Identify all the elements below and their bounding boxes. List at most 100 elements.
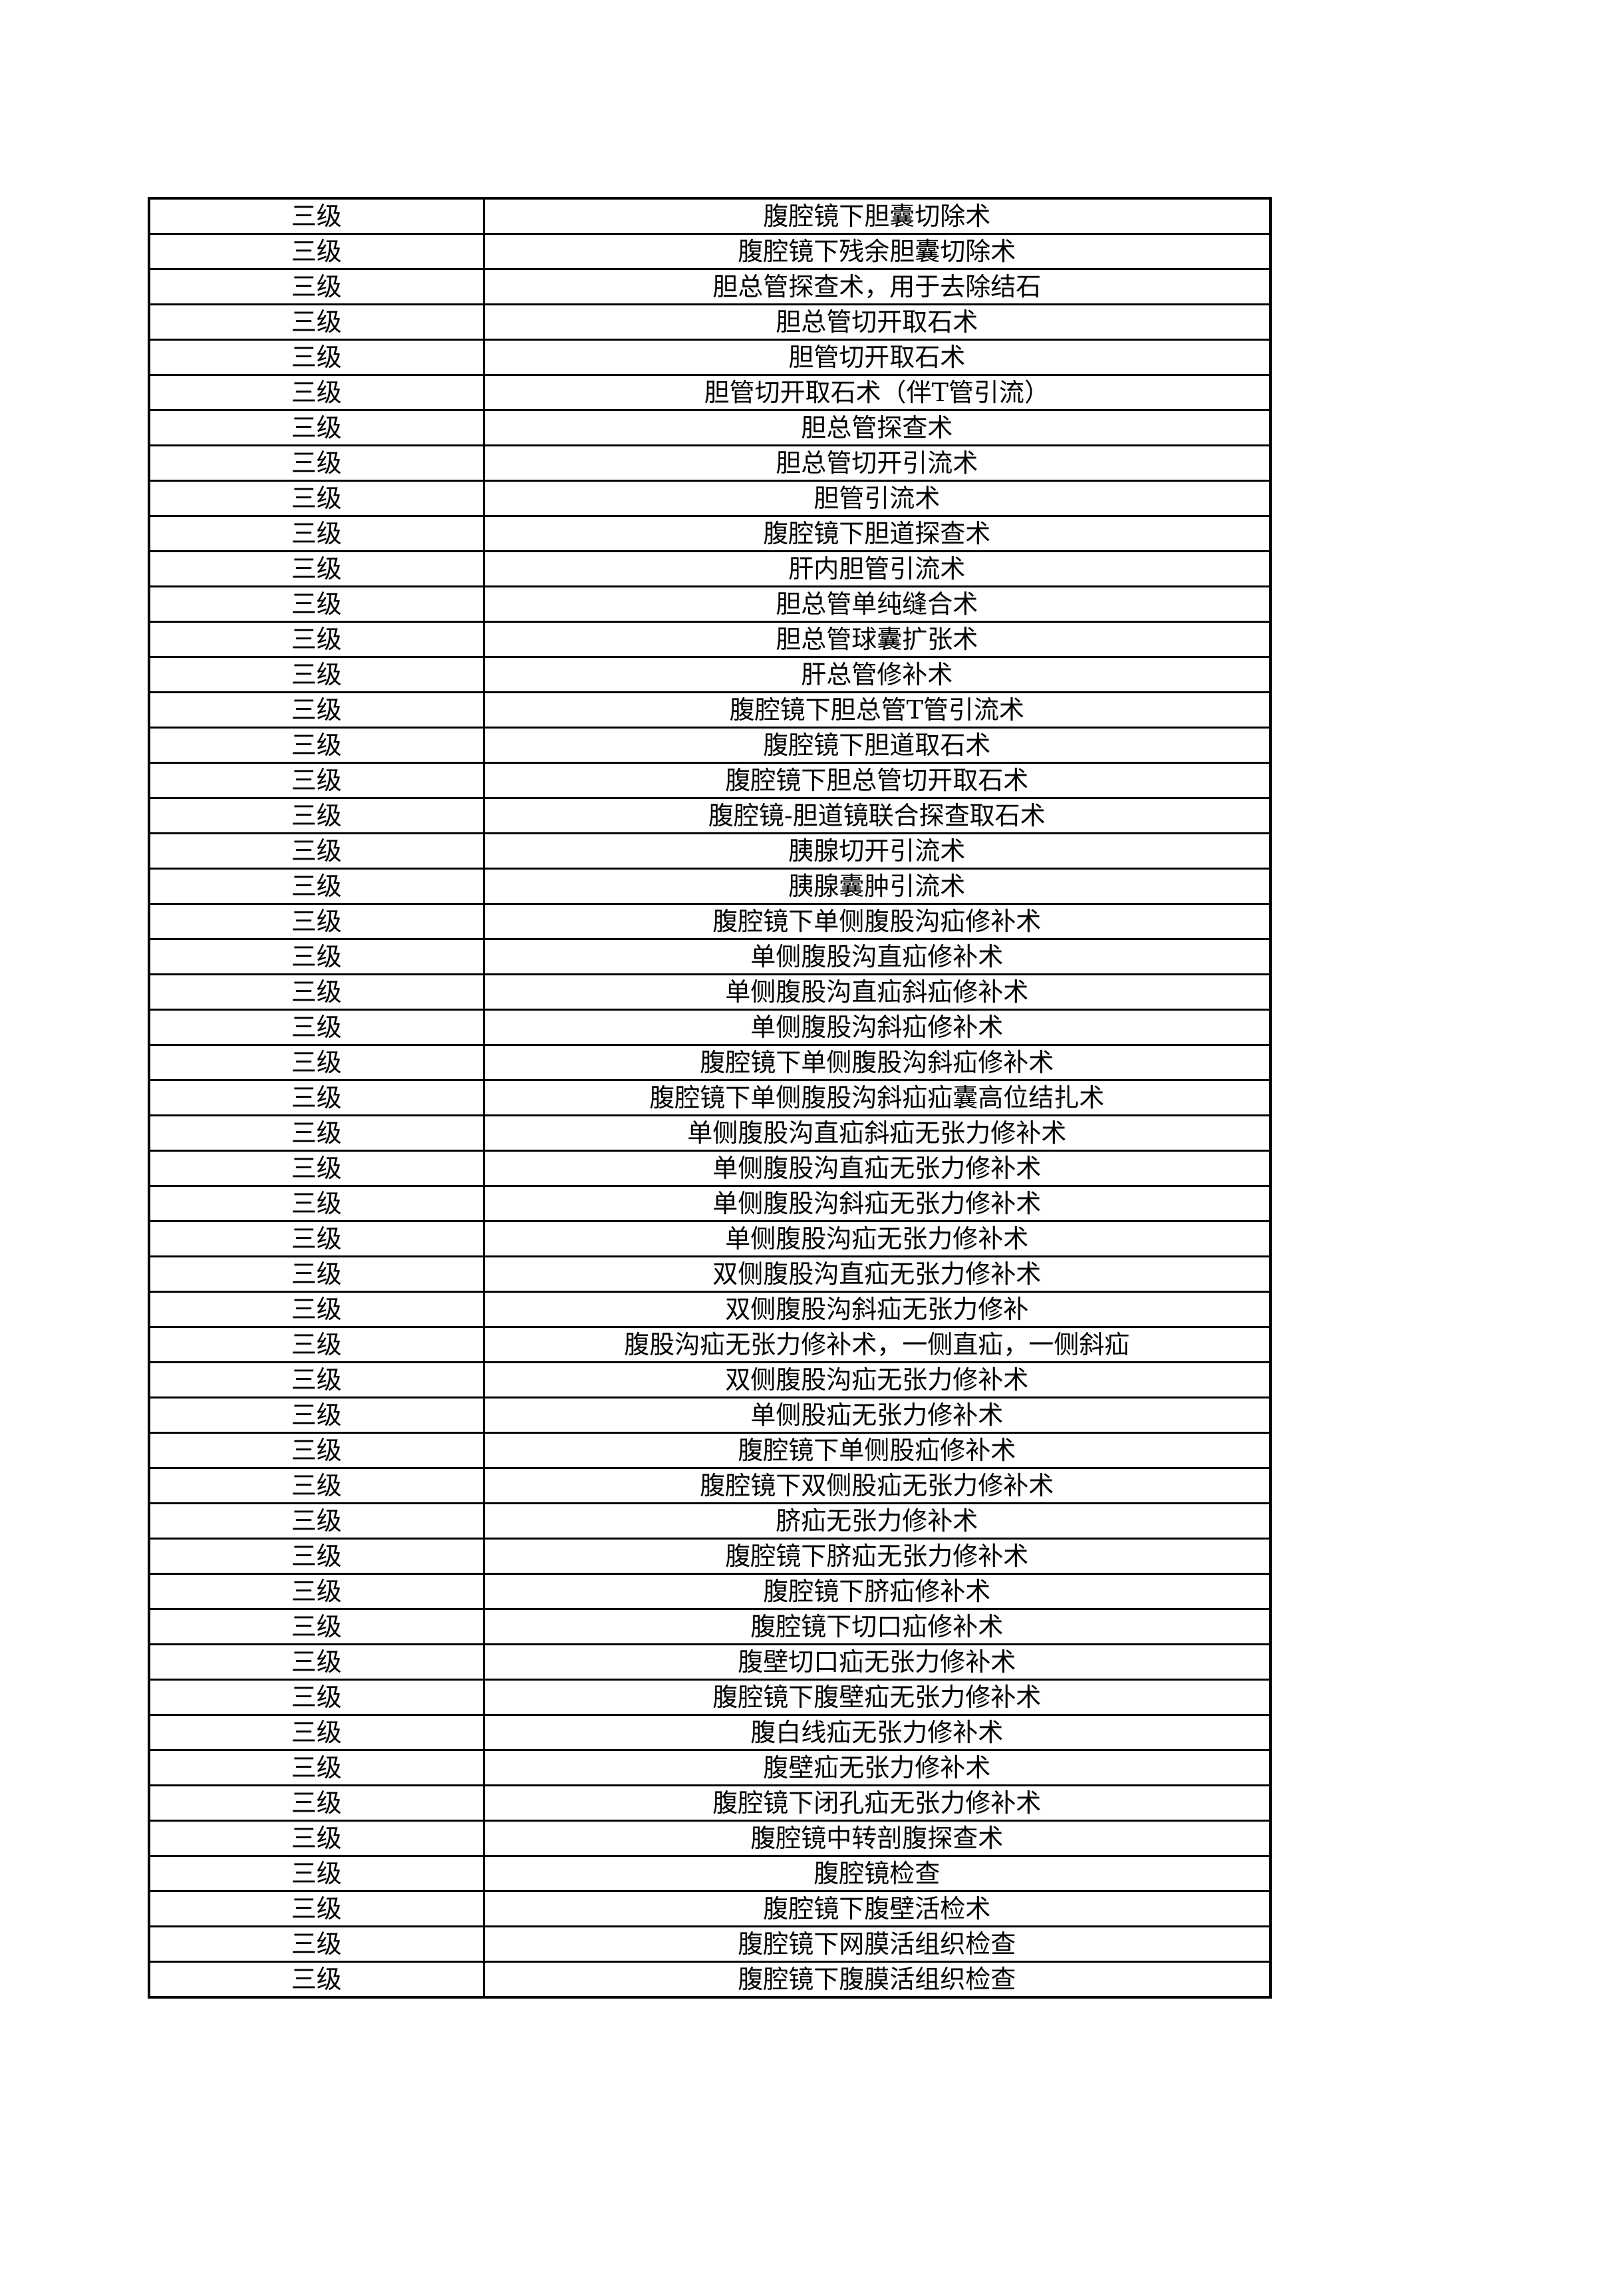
procedure-name-cell[interactable]: 腹腔镜下闭孔疝无张力修补术	[482, 1784, 1272, 1822]
procedure-name-cell[interactable]: 单侧腹股沟直疝修补术	[482, 938, 1272, 975]
procedure-name-cell[interactable]: 胆总管探查术，用于去除结石	[482, 268, 1272, 305]
level-cell[interactable]: 三级	[148, 1361, 485, 1398]
procedure-name-cell[interactable]: 腹腔镜下胆总管T管引流术	[482, 691, 1272, 729]
level-cell[interactable]: 三级	[148, 1925, 485, 1963]
procedure-name-cell[interactable]: 腹腔镜下腹壁疝无张力修补术	[482, 1679, 1272, 1716]
level-cell[interactable]: 三级	[148, 1150, 485, 1187]
level-cell[interactable]: 三级	[148, 1573, 485, 1610]
level-cell[interactable]: 三级	[148, 409, 485, 446]
procedure-name-cell[interactable]: 腹腔镜下单侧股疝修补术	[482, 1432, 1272, 1469]
level-cell[interactable]: 三级	[148, 1291, 485, 1328]
procedure-name-cell[interactable]: 双侧腹股沟直疝无张力修补术	[482, 1255, 1272, 1293]
procedure-name-cell[interactable]: 腹腔镜下切口疝修补术	[482, 1608, 1272, 1645]
level-cell[interactable]: 三级	[148, 585, 485, 623]
level-cell[interactable]: 三级	[148, 1749, 485, 1786]
level-cell[interactable]: 三级	[148, 1326, 485, 1363]
procedure-name-cell[interactable]: 腹腔镜检查	[482, 1855, 1272, 1892]
procedure-name-cell[interactable]: 单侧腹股沟直疝斜疝无张力修补术	[482, 1114, 1272, 1152]
level-cell[interactable]: 三级	[148, 374, 485, 411]
level-cell[interactable]: 三级	[148, 1185, 485, 1222]
procedure-name-cell[interactable]: 腹腔镜下胆道探查术	[482, 515, 1272, 552]
procedure-name-cell[interactable]: 腹腔镜下腹壁活检术	[482, 1890, 1272, 1927]
level-cell[interactable]: 三级	[148, 1714, 485, 1751]
level-cell[interactable]: 三级	[148, 656, 485, 693]
level-cell[interactable]: 三级	[148, 797, 485, 834]
procedure-name-cell[interactable]: 单侧腹股沟直疝斜疝修补术	[482, 973, 1272, 1011]
procedure-name-cell[interactable]: 腹腔镜-胆道镜联合探查取石术	[482, 797, 1272, 834]
procedure-name-cell[interactable]: 腹腔镜下脐疝修补术	[482, 1573, 1272, 1610]
level-cell[interactable]: 三级	[148, 832, 485, 870]
procedure-name-cell[interactable]: 单侧股疝无张力修补术	[482, 1396, 1272, 1434]
procedure-name-cell[interactable]: 胆总管切开取石术	[482, 303, 1272, 341]
level-cell[interactable]: 三级	[148, 727, 485, 764]
level-cell[interactable]: 三级	[148, 1890, 485, 1927]
level-cell[interactable]: 三级	[148, 1502, 485, 1540]
procedure-name-cell[interactable]: 腹股沟疝无张力修补术，一侧直疝，一侧斜疝	[482, 1326, 1272, 1363]
procedure-name-cell[interactable]: 腹腔镜下单侧腹股沟疝修补术	[482, 903, 1272, 940]
procedure-name-cell[interactable]: 胆管切开取石术（伴T管引流）	[482, 374, 1272, 411]
level-cell[interactable]: 三级	[148, 1643, 485, 1681]
level-cell[interactable]: 三级	[148, 268, 485, 305]
level-cell[interactable]: 三级	[148, 444, 485, 482]
procedure-name-cell[interactable]: 腹白线疝无张力修补术	[482, 1714, 1272, 1751]
level-cell[interactable]: 三级	[148, 1114, 485, 1152]
level-cell[interactable]: 三级	[148, 233, 485, 270]
level-cell[interactable]: 三级	[148, 868, 485, 905]
procedure-name-cell[interactable]: 单侧腹股沟直疝无张力修补术	[482, 1150, 1272, 1187]
level-cell[interactable]: 三级	[148, 550, 485, 587]
level-cell[interactable]: 三级	[148, 691, 485, 729]
level-cell[interactable]: 三级	[148, 1961, 485, 1999]
level-cell[interactable]: 三级	[148, 1467, 485, 1504]
procedure-name-cell[interactable]: 双侧腹股沟疝无张力修补术	[482, 1361, 1272, 1398]
level-cell[interactable]: 三级	[148, 303, 485, 341]
procedure-name-cell[interactable]: 脐疝无张力修补术	[482, 1502, 1272, 1540]
level-cell[interactable]: 三级	[148, 1538, 485, 1575]
level-cell[interactable]: 三级	[148, 515, 485, 552]
procedure-name-cell[interactable]: 胆总管探查术	[482, 409, 1272, 446]
procedure-name-cell[interactable]: 腹腔镜下单侧腹股沟斜疝疝囊高位结扎术	[482, 1079, 1272, 1116]
level-cell[interactable]: 三级	[148, 621, 485, 658]
procedure-name-cell[interactable]: 双侧腹股沟斜疝无张力修补	[482, 1291, 1272, 1328]
level-cell[interactable]: 三级	[148, 480, 485, 517]
procedure-name-cell[interactable]: 胆总管单纯缝合术	[482, 585, 1272, 623]
procedure-name-cell[interactable]: 胆总管球囊扩张术	[482, 621, 1272, 658]
level-cell[interactable]: 三级	[148, 339, 485, 376]
level-cell[interactable]: 三级	[148, 903, 485, 940]
procedure-name-cell[interactable]: 胆总管切开引流术	[482, 444, 1272, 482]
procedure-name-cell[interactable]: 腹腔镜下胆总管切开取石术	[482, 762, 1272, 799]
procedure-name-cell[interactable]: 单侧腹股沟斜疝修补术	[482, 1009, 1272, 1046]
level-cell[interactable]: 三级	[148, 1009, 485, 1046]
procedure-name-cell[interactable]: 腹腔镜下单侧腹股沟斜疝修补术	[482, 1044, 1272, 1081]
procedure-name-cell[interactable]: 肝总管修补术	[482, 656, 1272, 693]
procedure-name-cell[interactable]: 腹腔镜下胆囊切除术	[482, 197, 1272, 235]
level-cell[interactable]: 三级	[148, 1855, 485, 1892]
procedure-name-cell[interactable]: 胆管切开取石术	[482, 339, 1272, 376]
procedure-name-cell[interactable]: 腹腔镜下网膜活组织检查	[482, 1925, 1272, 1963]
level-cell[interactable]: 三级	[148, 1679, 485, 1716]
procedure-name-cell[interactable]: 腹壁疝无张力修补术	[482, 1749, 1272, 1786]
level-cell[interactable]: 三级	[148, 973, 485, 1011]
procedure-name-cell[interactable]: 单侧腹股沟疝无张力修补术	[482, 1220, 1272, 1257]
level-cell[interactable]: 三级	[148, 1432, 485, 1469]
procedure-name-cell[interactable]: 腹腔镜下残余胆囊切除术	[482, 233, 1272, 270]
procedure-name-cell[interactable]: 腹腔镜下腹膜活组织检查	[482, 1961, 1272, 1999]
level-cell[interactable]: 三级	[148, 1220, 485, 1257]
level-cell[interactable]: 三级	[148, 762, 485, 799]
procedure-name-cell[interactable]: 腹腔镜下双侧股疝无张力修补术	[482, 1467, 1272, 1504]
procedure-name-cell[interactable]: 胆管引流术	[482, 480, 1272, 517]
level-cell[interactable]: 三级	[148, 1608, 485, 1645]
level-cell[interactable]: 三级	[148, 1396, 485, 1434]
level-cell[interactable]: 三级	[148, 1255, 485, 1293]
procedure-name-cell[interactable]: 胰腺囊肿引流术	[482, 868, 1272, 905]
procedure-name-cell[interactable]: 单侧腹股沟斜疝无张力修补术	[482, 1185, 1272, 1222]
level-cell[interactable]: 三级	[148, 197, 485, 235]
procedure-name-cell[interactable]: 腹腔镜下胆道取石术	[482, 727, 1272, 764]
procedure-name-cell[interactable]: 腹腔镜下脐疝无张力修补术	[482, 1538, 1272, 1575]
level-cell[interactable]: 三级	[148, 1044, 485, 1081]
level-cell[interactable]: 三级	[148, 938, 485, 975]
procedure-name-cell[interactable]: 腹腔镜中转剖腹探查术	[482, 1820, 1272, 1857]
level-cell[interactable]: 三级	[148, 1079, 485, 1116]
level-cell[interactable]: 三级	[148, 1820, 485, 1857]
procedure-name-cell[interactable]: 腹壁切口疝无张力修补术	[482, 1643, 1272, 1681]
level-cell[interactable]: 三级	[148, 1784, 485, 1822]
